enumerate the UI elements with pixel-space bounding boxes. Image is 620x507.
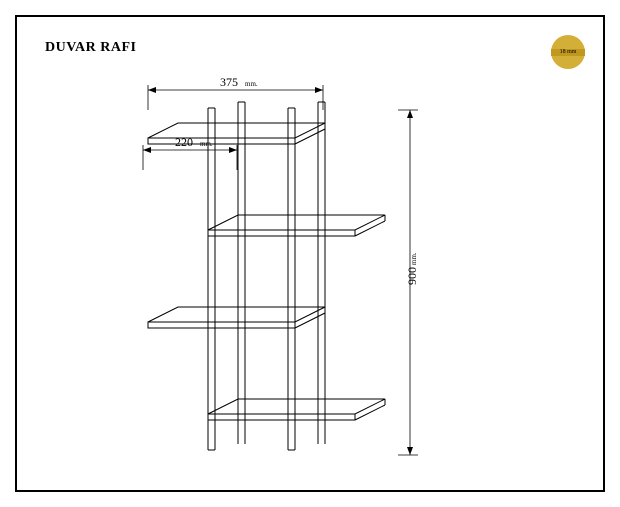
shelf-3 — [148, 307, 325, 328]
thickness-value: 18 mm — [551, 49, 585, 56]
dim-height-value: 900 — [405, 267, 419, 285]
shelf-4 — [208, 399, 385, 420]
dim-width-unit: mm. — [245, 80, 258, 88]
shelf-2 — [208, 215, 385, 236]
dim-width: 375 mm. — [148, 75, 323, 110]
dim-depth-value: 220 — [175, 135, 193, 149]
frame-left — [208, 102, 245, 450]
thickness-badge: 18 mm — [551, 35, 585, 69]
frame-right — [288, 102, 325, 450]
drawing-title: DUVAR RAFI — [45, 40, 136, 56]
dim-height: 900 mm. — [398, 110, 419, 455]
dim-depth: 220 mm. — [143, 135, 237, 170]
dim-width-value: 375 — [220, 75, 238, 89]
dim-height-unit: mm. — [410, 252, 418, 265]
drawing-area: 375 mm. 220 mm. 900 mm. — [120, 70, 480, 470]
